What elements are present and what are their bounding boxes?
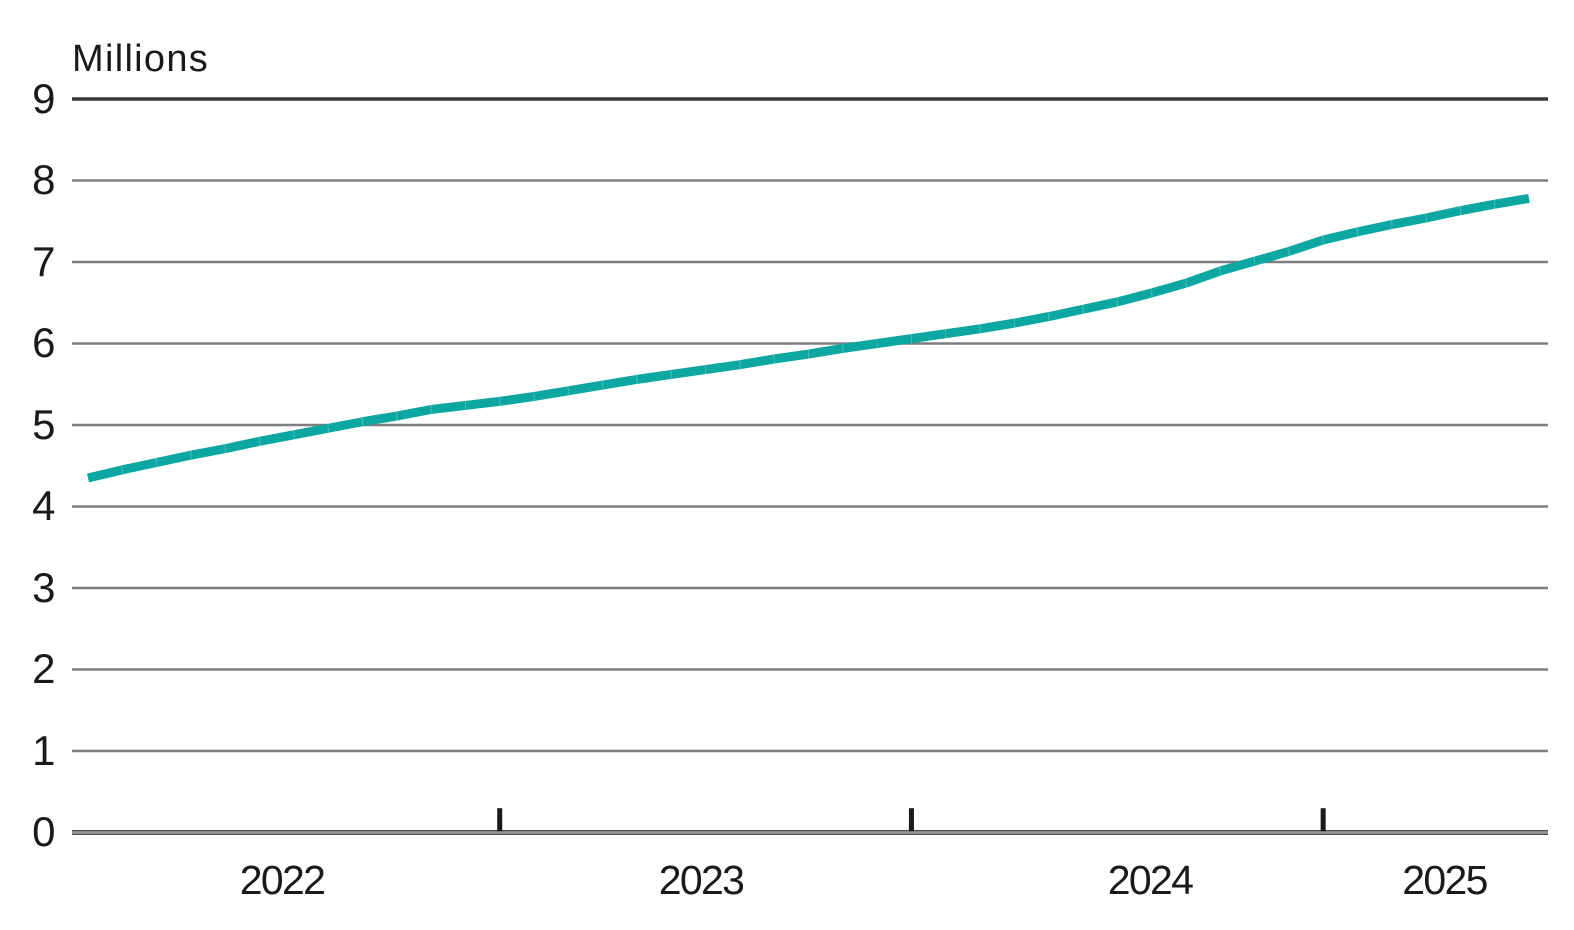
y-tick-label-2: 2 <box>32 645 56 693</box>
series-segment <box>1425 206 1462 223</box>
x-year-label-2025: 2025 <box>1402 857 1488 904</box>
y-tick-label-6: 6 <box>32 319 56 367</box>
series-segment <box>601 374 638 390</box>
gridlines <box>72 97 1548 753</box>
series-segment <box>1116 288 1153 307</box>
y-tick-label-4: 4 <box>32 482 56 530</box>
series-segment <box>1322 227 1359 245</box>
series-segment <box>807 343 844 359</box>
series-segment <box>567 380 604 396</box>
series-segment <box>945 324 981 339</box>
series-segment <box>293 423 330 440</box>
x-axis-line-top-edge <box>72 830 1548 832</box>
series-segment <box>1150 278 1188 298</box>
series-segment <box>636 370 672 384</box>
series-segment <box>1356 220 1393 237</box>
x-axis-tick-marks <box>497 808 1326 832</box>
series-segment <box>430 400 466 414</box>
x-tick-mark-2023 <box>497 808 503 832</box>
series-segment <box>1459 199 1496 216</box>
x-axis-line-bottom-edge <box>72 833 1548 835</box>
series-segment <box>1390 213 1427 229</box>
series-segment <box>327 417 364 433</box>
y-tick-label-3: 3 <box>32 563 56 611</box>
series-segment <box>876 334 913 348</box>
series-segment <box>1287 235 1325 256</box>
x-year-label-2023: 2023 <box>658 857 745 904</box>
y-tick-label-5: 5 <box>32 400 56 448</box>
series-segment <box>499 392 535 406</box>
series-segment <box>464 396 501 410</box>
series-segment <box>842 339 878 353</box>
series-segment <box>258 430 295 446</box>
y-tick-label-7: 7 <box>32 237 56 285</box>
y-tick-label-9: 9 <box>32 74 56 122</box>
series-segment <box>1493 193 1530 209</box>
y-tick-label-1: 1 <box>32 726 56 774</box>
series-segment <box>121 458 158 475</box>
series-segment <box>533 386 570 401</box>
series-segment <box>155 450 192 467</box>
series-segment <box>773 349 810 364</box>
x-axis-line <box>72 830 1548 835</box>
x-axis <box>72 830 1548 835</box>
x-year-label-2024: 2024 <box>1107 857 1194 904</box>
y-tick-label-8: 8 <box>32 156 56 204</box>
data-series-line <box>86 193 1530 483</box>
series-segment <box>910 329 947 344</box>
series-segment <box>224 436 261 454</box>
series-segment <box>1253 247 1291 266</box>
series-segment <box>86 465 124 483</box>
series-segment <box>739 354 775 370</box>
series-segment <box>1047 304 1084 322</box>
series-segment <box>361 411 398 427</box>
y-tick-label-0: 0 <box>32 808 56 856</box>
series-segment <box>979 318 1016 334</box>
series-segment <box>1013 312 1050 328</box>
series-segment <box>704 360 741 375</box>
x-tick-mark-2024 <box>908 808 914 832</box>
series-segment <box>1082 297 1119 314</box>
series-segment <box>1184 266 1222 288</box>
series-segment <box>670 365 707 379</box>
x-year-label-2022: 2022 <box>239 857 326 904</box>
series-segment <box>395 405 432 421</box>
x-tick-mark-2025 <box>1320 808 1326 832</box>
series-segment <box>1218 256 1256 276</box>
series-segment <box>190 444 227 460</box>
y-axis-unit-label: Millions <box>72 38 210 80</box>
